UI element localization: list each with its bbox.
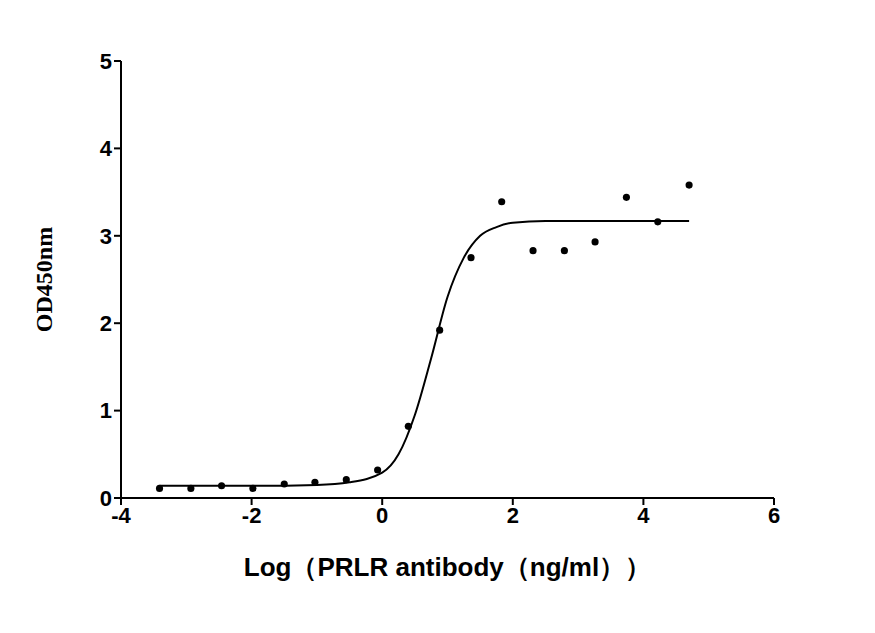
svg-text:-4: -4 xyxy=(111,503,131,528)
svg-text:OD450nm: OD450nm xyxy=(31,227,57,332)
svg-text:1: 1 xyxy=(100,398,112,423)
svg-text:Log（PRLR antibody（ng/ml））: Log（PRLR antibody（ng/ml）） xyxy=(244,552,651,582)
svg-text:2: 2 xyxy=(507,503,519,528)
svg-text:0: 0 xyxy=(100,486,112,511)
svg-text:6: 6 xyxy=(768,503,780,528)
svg-text:2: 2 xyxy=(100,311,112,336)
svg-text:4: 4 xyxy=(100,136,113,161)
svg-text:0: 0 xyxy=(376,503,388,528)
svg-text:5: 5 xyxy=(100,49,112,74)
svg-text:4: 4 xyxy=(637,503,650,528)
svg-text:3: 3 xyxy=(100,224,112,249)
svg-text:-2: -2 xyxy=(242,503,262,528)
